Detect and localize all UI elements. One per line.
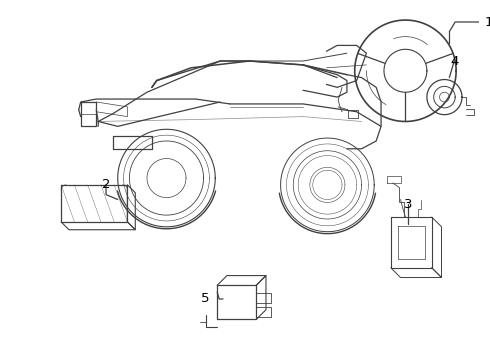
Text: 4: 4 [450, 54, 458, 68]
Text: 1: 1 [484, 15, 490, 28]
Text: 3: 3 [404, 198, 413, 211]
Text: 5: 5 [201, 292, 210, 306]
Text: 2: 2 [102, 178, 110, 192]
